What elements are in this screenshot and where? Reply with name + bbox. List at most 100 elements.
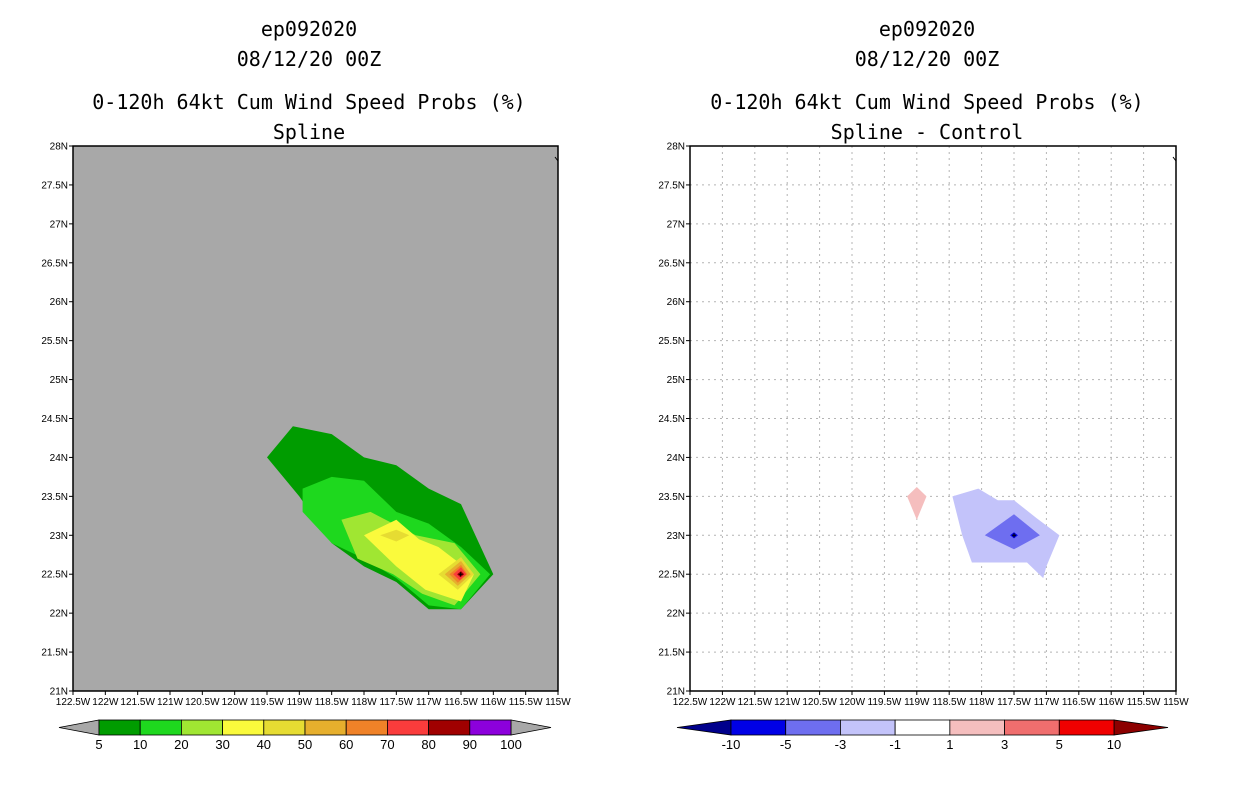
colorbar-swatch: [263, 719, 306, 736]
y-tick-label: 26N: [667, 297, 685, 308]
max-marker: [1012, 533, 1016, 538]
x-tick-label: 115.5W: [509, 697, 543, 708]
left-panel-label: Spline: [272, 120, 346, 144]
left-date: 08/12/20 00Z: [236, 47, 382, 71]
colorbar-swatch: [949, 719, 1005, 736]
y-tick-label: 27N: [667, 219, 685, 230]
colorbar-swatch: [139, 719, 182, 736]
max-marker: [458, 572, 463, 577]
y-tick-label: 21.5N: [41, 648, 68, 659]
colorbar-swatch: [1058, 719, 1115, 736]
x-tick-label: 120W: [839, 697, 866, 708]
y-tick-label: 25.5N: [658, 336, 685, 347]
left-probability-map: 21N 21.5N 22N 22.5N 23N 23.5N 24N 24.5N 25N 25.5N…: [41, 142, 571, 753]
y-tick-label: 28N: [667, 142, 685, 153]
colorbar-swatch: [785, 719, 841, 736]
y-tick-label: 24N: [667, 453, 685, 464]
x-tick-label: 118W: [351, 697, 377, 708]
y-tick-label: 27.5N: [658, 180, 685, 191]
right-difference-map: 21N 21.5N 22N 22.5N 23N 23.5N 24N 24.5N 25N 25.5N…: [658, 142, 1189, 753]
y-tick-label: 23.5N: [41, 492, 68, 503]
colorbar-label: -5: [780, 737, 792, 752]
colorbar-swatch: [180, 719, 223, 736]
colorbar-swatch: [345, 719, 388, 736]
y-tick-label: 24.5N: [658, 414, 685, 425]
y-tick-label: 27N: [50, 219, 68, 230]
right-storm-id: ep092020: [878, 17, 976, 41]
colorbar-label: 20: [174, 737, 188, 752]
colorbar-label: 10: [133, 737, 147, 752]
y-tick-label: 22.5N: [658, 570, 685, 581]
colorbar-label: -3: [835, 737, 847, 752]
left-header: 0-120h 64kt Cum Wind Speed Probs (%): [92, 90, 526, 114]
colorbar-label: 5: [1056, 737, 1063, 752]
x-tick-label: 122W: [92, 697, 119, 708]
colorbar-label: 40: [257, 737, 271, 752]
x-tick-label: 122W: [709, 697, 736, 708]
contour-3: [984, 514, 1040, 550]
colorbar-swatch: [469, 719, 512, 736]
y-tick-label: 23N: [50, 531, 68, 542]
y-tick-label: 23N: [667, 531, 685, 542]
x-tick-label: 118W: [969, 697, 995, 708]
x-tick-label: 116.5W: [444, 697, 478, 708]
x-tick-label: 117W: [416, 697, 442, 708]
colorbar-swatch: [428, 719, 471, 736]
y-tick-label: 26.5N: [658, 258, 685, 269]
y-tick-label: 24N: [50, 453, 68, 464]
y-tick-label: 24.5N: [41, 414, 68, 425]
right-panel-label: Spline - Control: [830, 120, 1024, 144]
y-tick-label: 21N: [50, 687, 68, 698]
x-tick-label: 121W: [157, 697, 184, 708]
colorbar-start-arrow: [676, 719, 732, 736]
x-tick-label: 120.5W: [185, 697, 220, 708]
colorbar-swatch: [840, 719, 896, 736]
colorbar-swatch: [730, 719, 787, 736]
colorbar-label: 90: [463, 737, 477, 752]
colorbar-label: 30: [215, 737, 229, 752]
x-tick-label: 116W: [1099, 697, 1125, 708]
colorbar-label: 80: [421, 737, 435, 752]
y-tick-label: 22N: [50, 609, 68, 620]
y-tick-label: 26N: [50, 297, 68, 308]
y-tick-label: 25N: [667, 375, 685, 386]
y-tick-label: 25N: [50, 375, 68, 386]
x-tick-label: 122.5W: [673, 697, 708, 708]
x-tick-label: 119W: [287, 697, 313, 708]
right-date: 08/12/20 00Z: [854, 47, 1000, 71]
x-tick-label: 116.5W: [1062, 697, 1096, 708]
colorbar-label: -10: [722, 737, 741, 752]
x-tick-label: 118.5W: [932, 697, 966, 708]
x-tick-label: 115W: [1163, 697, 1189, 708]
x-tick-label: 119.5W: [868, 697, 902, 708]
x-tick-label: 119W: [904, 697, 930, 708]
x-tick-label: 121.5W: [738, 697, 773, 708]
x-tick-label: 115W: [545, 697, 571, 708]
x-tick-label: 121.5W: [120, 697, 155, 708]
x-tick-label: 121W: [774, 697, 801, 708]
colorbar-start-arrow: [58, 719, 100, 736]
plot-background: [73, 146, 558, 691]
plot-background: [690, 146, 1176, 691]
x-tick-label: 120W: [222, 697, 249, 708]
colorbar-label: 10: [1107, 737, 1121, 752]
contour-5: [380, 529, 410, 542]
colorbar-label: 100: [500, 737, 522, 752]
y-tick-label: 26.5N: [41, 258, 68, 269]
x-tick-label: 122.5W: [56, 697, 91, 708]
x-tick-label: 117.5W: [379, 697, 413, 708]
colorbar-swatch: [98, 719, 141, 736]
x-tick-label: 115.5W: [1127, 697, 1161, 708]
left-storm-id: ep092020: [260, 17, 358, 41]
colorbar-label: -1: [889, 737, 901, 752]
y-tick-label: 28N: [50, 142, 68, 153]
colorbar-end-arrow: [1113, 719, 1169, 736]
contour-1: [907, 487, 927, 520]
colorbar-swatch: [1004, 719, 1060, 736]
colorbar-swatch: [222, 719, 265, 736]
x-tick-label: 117.5W: [997, 697, 1031, 708]
y-tick-label: 21.5N: [658, 648, 685, 659]
colorbar-label: 60: [339, 737, 353, 752]
colorbar-label: 70: [380, 737, 394, 752]
colorbar-label: 3: [1001, 737, 1008, 752]
